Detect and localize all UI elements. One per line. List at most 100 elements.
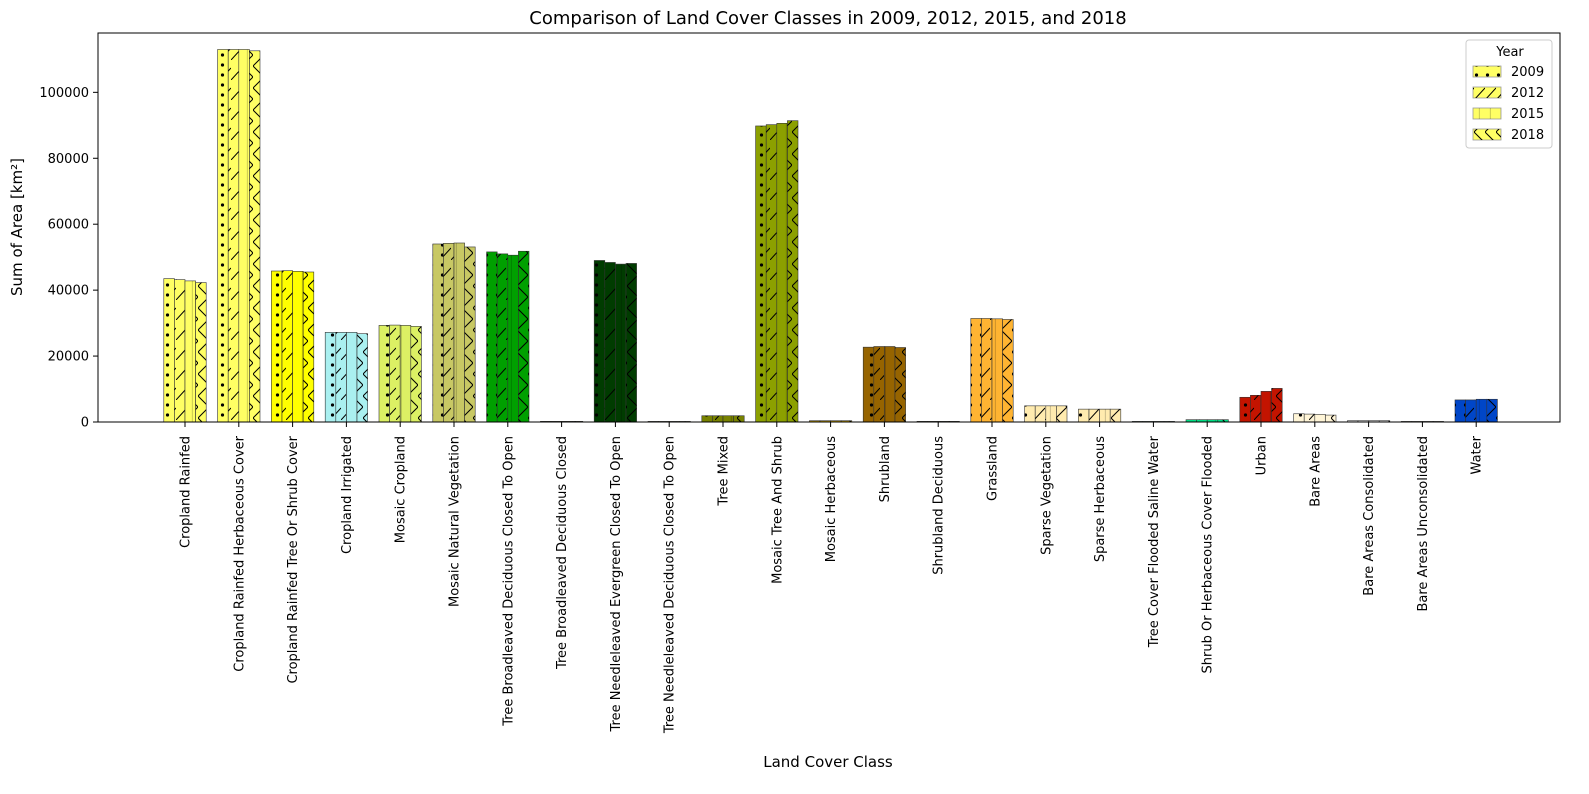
x-tick-label: Tree Needleleaved Evergreen Closed To Op… xyxy=(609,436,624,733)
bar xyxy=(163,278,175,423)
bar xyxy=(1099,408,1111,423)
bar xyxy=(1002,319,1014,423)
bar xyxy=(195,282,207,423)
y-tick-label: 80000 xyxy=(48,152,89,167)
bar xyxy=(894,347,906,423)
x-tick-label: Cropland Rainfed Herbaceous Cover xyxy=(232,435,247,671)
bar xyxy=(604,262,616,423)
bar xyxy=(453,242,465,423)
x-tick-label: Cropland Irrigated xyxy=(340,436,355,554)
x-tick-label: Mosaic Tree And Shrub xyxy=(770,436,785,584)
bar xyxy=(324,332,337,423)
x-tick-label: Urban xyxy=(1255,436,1270,475)
bar xyxy=(765,124,778,423)
legend-entry: 2009 xyxy=(1472,65,1544,80)
bar xyxy=(722,415,734,423)
y-tick-label: 60000 xyxy=(48,218,89,233)
bar xyxy=(970,318,982,423)
bar xyxy=(356,333,368,423)
x-tick-label: Bare Areas Unconsolidated xyxy=(1416,436,1431,612)
y-tick-label: 0 xyxy=(81,416,89,431)
x-tick-label: Bare Areas xyxy=(1308,436,1323,507)
bar xyxy=(443,243,455,423)
x-axis: Cropland Rainfed Cropland Rainfed Herbace… xyxy=(179,422,1485,734)
bar xyxy=(1250,394,1262,423)
x-tick-label: Mosaic Herbaceous xyxy=(824,436,839,562)
bar xyxy=(1024,405,1036,423)
bar xyxy=(432,243,444,423)
legend-title: Year xyxy=(1495,45,1524,60)
legend-entry: 2012 xyxy=(1472,86,1544,101)
x-tick-label: Tree Cover Flooded Saline Water xyxy=(1147,435,1162,648)
bar xyxy=(507,254,519,423)
bar xyxy=(1239,396,1251,423)
x-tick-label: Tree Broadleaved Deciduous Closed To Ope… xyxy=(501,436,516,727)
x-axis-label: Land Cover Class xyxy=(763,753,893,771)
bar xyxy=(346,332,358,423)
x-tick-label: Tree Broadleaved Deciduous Closed xyxy=(555,436,570,670)
bar xyxy=(227,49,240,423)
x-tick-label: Cropland Rainfed xyxy=(179,436,194,548)
bar xyxy=(302,271,315,423)
legend-entry: 2015 xyxy=(1472,107,1544,122)
legend-label: 2009 xyxy=(1511,65,1544,80)
x-tick-label: Grassland xyxy=(986,436,1001,501)
bar xyxy=(217,49,229,423)
legend-label: 2018 xyxy=(1511,128,1544,143)
x-tick-label: Shrubland xyxy=(878,436,893,502)
bar xyxy=(873,346,885,423)
bar xyxy=(399,325,412,423)
bar xyxy=(701,415,713,423)
bar xyxy=(1325,414,1337,423)
bar xyxy=(776,123,788,423)
bar xyxy=(292,271,304,423)
y-tick-label: 20000 xyxy=(48,350,89,365)
x-tick-label: Tree Mixed xyxy=(717,436,732,507)
bar xyxy=(1109,408,1122,423)
legend: Year 2009 2012 2015 2018 xyxy=(1465,39,1553,149)
bar xyxy=(1088,408,1100,423)
bar xyxy=(615,263,627,423)
x-tick-label: Shrub Or Herbaceous Cover Flooded xyxy=(1201,436,1216,673)
bar xyxy=(625,263,637,423)
bar xyxy=(1454,399,1466,423)
bar xyxy=(1078,408,1090,423)
legend-label: 2015 xyxy=(1511,107,1544,122)
x-tick-label: Tree Needleleaved Deciduous Closed To Op… xyxy=(663,436,678,734)
y-tick-label: 40000 xyxy=(48,284,89,299)
bar xyxy=(1486,398,1498,423)
bar xyxy=(378,325,390,423)
bar xyxy=(271,270,283,423)
bar xyxy=(410,326,422,423)
bar xyxy=(1045,405,1057,423)
x-tick-label: Mosaic Cropland xyxy=(394,436,409,543)
bar xyxy=(755,125,767,423)
bar xyxy=(712,415,724,423)
legend-label: 2012 xyxy=(1511,86,1544,101)
bar xyxy=(389,324,401,423)
y-tick-label: 100000 xyxy=(39,86,89,101)
bar xyxy=(1475,398,1488,423)
chart-title: Comparison of Land Cover Classes in 2009… xyxy=(529,8,1126,29)
bar xyxy=(335,332,347,423)
bar xyxy=(238,49,250,423)
bar xyxy=(787,120,799,423)
plot-frame xyxy=(97,32,1561,423)
bar xyxy=(174,279,186,423)
bar xyxy=(184,280,196,423)
bar xyxy=(496,253,509,423)
bar xyxy=(981,318,993,423)
x-tick-label: Mosaic Natural Vegetation xyxy=(448,436,463,607)
bar xyxy=(1034,405,1047,423)
bar xyxy=(1271,388,1283,423)
bar xyxy=(1260,391,1272,423)
x-tick-label: Shrubland Deciduous xyxy=(932,436,947,575)
bar xyxy=(518,250,530,423)
bar xyxy=(733,415,745,423)
y-axis: 0 20000 40000 60000 80000 100000 xyxy=(39,86,98,431)
bar xyxy=(486,251,498,423)
x-tick-label: Sparse Herbaceous xyxy=(1093,436,1108,562)
bar xyxy=(1056,405,1068,423)
